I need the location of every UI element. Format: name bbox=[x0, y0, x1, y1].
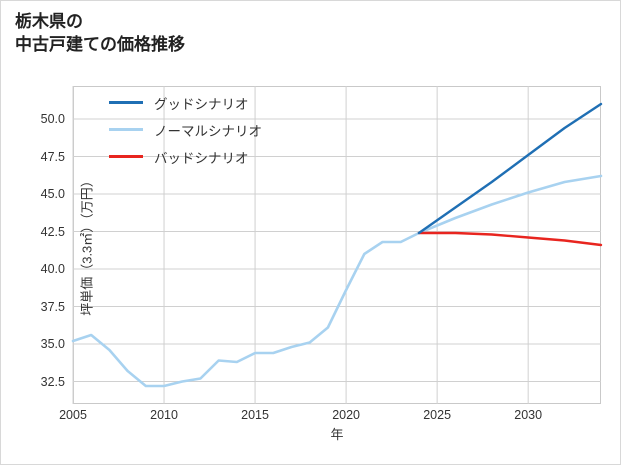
legend-label: グッドシナリオ bbox=[154, 96, 249, 112]
chart-title: 栃木県の 中古戸建ての価格推移 bbox=[15, 12, 185, 54]
plot-background bbox=[73, 86, 601, 404]
series-line bbox=[417, 102, 603, 235]
y-tick-label: 32.5 bbox=[40, 374, 65, 389]
x-tick-label: 2005 bbox=[59, 408, 87, 422]
legend-label: バッドシナリオ bbox=[154, 150, 249, 166]
legend-swatch-icon bbox=[109, 101, 143, 104]
y-tick-label: 47.5 bbox=[40, 149, 65, 164]
x-tick-label: 2020 bbox=[332, 408, 360, 422]
y-axis-label: 坪単価（3.3㎡）（万円） bbox=[79, 174, 95, 316]
x-tick-label: 2030 bbox=[514, 408, 543, 422]
y-tick-label: 42.5 bbox=[40, 224, 65, 239]
y-tick-label: 35.0 bbox=[40, 337, 65, 351]
x-tick-label: 2015 bbox=[241, 408, 269, 422]
legend-swatch-icon bbox=[109, 128, 143, 131]
legend-swatch-icon bbox=[109, 155, 143, 158]
x-tick-label: 2010 bbox=[150, 408, 178, 422]
series-lines bbox=[71, 102, 603, 388]
y-tick-label: 45.0 bbox=[40, 187, 65, 201]
plot-area: 坪単価（3.3㎡）（万円） 年 2005 2010 2015 2020 2025 2030… bbox=[41, 86, 603, 442]
legend-item: バッドシナリオ bbox=[109, 143, 262, 170]
x-tick-label: 2025 bbox=[423, 408, 452, 422]
legend-item: グッドシナリオ bbox=[109, 89, 262, 116]
y-tick-label: 37.5 bbox=[40, 299, 65, 314]
series-line bbox=[417, 231, 603, 247]
y-tick-label: 50.0 bbox=[40, 112, 65, 126]
legend-item: ノーマルシナリオ bbox=[109, 116, 262, 143]
x-axis-label: 年 bbox=[330, 427, 344, 442]
y-tick-label: 40.0 bbox=[40, 262, 65, 276]
series-line bbox=[71, 174, 603, 388]
legend: グッドシナリオ ノーマルシナリオ バッドシナリオ bbox=[109, 89, 262, 170]
legend-label: ノーマルシナリオ bbox=[154, 123, 262, 139]
